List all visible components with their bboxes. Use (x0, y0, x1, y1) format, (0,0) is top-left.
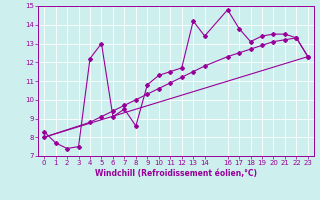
X-axis label: Windchill (Refroidissement éolien,°C): Windchill (Refroidissement éolien,°C) (95, 169, 257, 178)
